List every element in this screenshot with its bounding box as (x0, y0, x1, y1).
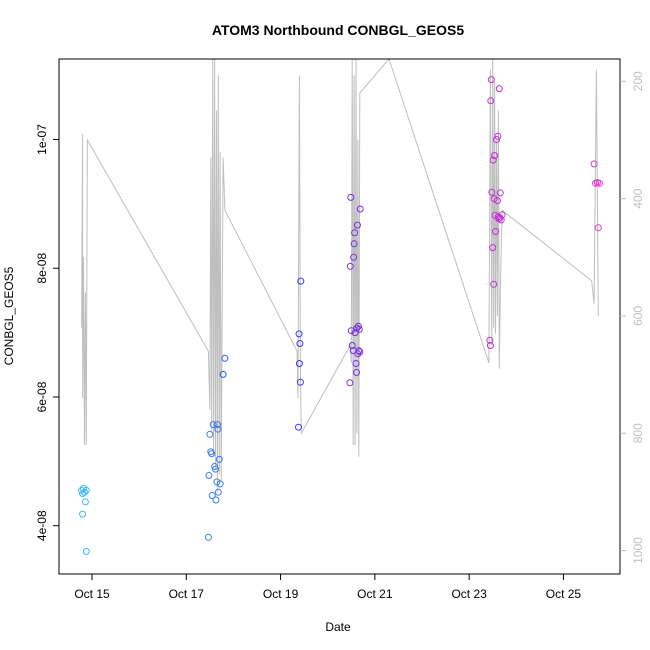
data-point (355, 325, 363, 333)
y-axis: 4e-08 6e-08 8e-08 1e-07 (35, 124, 59, 541)
data-point (353, 369, 360, 376)
data-point (493, 197, 501, 205)
data-point (346, 262, 354, 270)
x-tick-label: Oct 25 (546, 587, 582, 601)
data-point (215, 455, 223, 463)
data-point (488, 188, 496, 196)
data-point (346, 379, 354, 387)
plot-frame (58, 58, 621, 575)
x-tick-label: Oct 17 (169, 587, 205, 601)
right-tick-label: 800 (631, 423, 645, 443)
data-point (81, 498, 89, 506)
data-point (205, 472, 213, 479)
data-point (487, 76, 495, 84)
data-point (493, 136, 500, 143)
y-tick-label: 4e-08 (35, 510, 49, 541)
right-axis: 200 400 600 800 1000 (620, 71, 645, 564)
data-point (297, 277, 305, 285)
data-point (489, 244, 497, 252)
data-point (350, 240, 358, 248)
x-tick-label: Oct 21 (357, 587, 393, 601)
data-point (352, 360, 360, 367)
data-point (208, 492, 216, 499)
y-tick-label: 1e-07 (35, 124, 49, 155)
data-point (595, 179, 603, 187)
data-point (212, 496, 220, 504)
data-point (492, 228, 499, 235)
y-tick-label: 6e-08 (35, 381, 49, 412)
data-point (82, 548, 90, 555)
data-point (209, 421, 217, 429)
data-point (296, 340, 304, 347)
data-point (487, 97, 495, 105)
data-point (295, 423, 302, 431)
y-axis-label: CONBGL_GEOS5 (2, 266, 16, 365)
data-point (295, 330, 303, 338)
right-tick-label: 600 (631, 306, 645, 326)
data-point (206, 430, 214, 438)
data-point (216, 480, 224, 488)
data-point (347, 327, 355, 335)
data-point (496, 189, 504, 197)
data-point (82, 486, 90, 494)
data-point (356, 205, 364, 213)
data-point (355, 347, 363, 355)
data-point (590, 160, 598, 168)
right-tick-label: 1000 (631, 537, 645, 564)
data-point (354, 322, 362, 330)
data-point (348, 342, 356, 349)
x-axis: Oct 15 Oct 17 Oct 19 Oct 21 Oct 23 Oct 25 (74, 574, 581, 601)
data-point (81, 488, 88, 496)
data-point (486, 342, 494, 349)
data-point (489, 156, 497, 164)
data-point (204, 533, 212, 541)
data-point (497, 216, 505, 224)
data-point (296, 378, 304, 386)
points-layer (78, 76, 603, 555)
data-point (221, 354, 229, 362)
x-tick-label: Oct 19 (263, 587, 299, 601)
right-series-layer (81, 58, 599, 492)
data-point (213, 421, 221, 429)
data-point (351, 229, 359, 237)
right-tick-label: 200 (631, 71, 645, 91)
chart-title: ATOM3 Northbound CONBGL_GEOS5 (212, 22, 464, 38)
data-point (354, 350, 362, 358)
data-point (490, 280, 498, 288)
data-point (79, 510, 87, 518)
profile-line (81, 58, 599, 492)
data-point (486, 336, 494, 344)
data-point (350, 253, 358, 261)
x-axis-label: Date (325, 620, 351, 634)
x-tick-label: Oct 15 (74, 587, 110, 601)
data-point (295, 360, 303, 367)
data-point (356, 348, 364, 356)
data-point (219, 370, 227, 378)
right-tick-label: 400 (631, 188, 645, 208)
data-point (495, 85, 503, 93)
data-point (494, 132, 502, 140)
data-point (594, 224, 602, 232)
y-tick-label: 8e-08 (35, 253, 49, 284)
data-point (491, 152, 499, 160)
data-point (212, 465, 219, 473)
data-point (498, 211, 506, 219)
data-point (214, 488, 222, 496)
data-point (353, 221, 361, 229)
data-point (208, 450, 216, 458)
x-tick-label: Oct 23 (451, 587, 487, 601)
data-point (214, 425, 222, 433)
data-point (347, 193, 355, 201)
